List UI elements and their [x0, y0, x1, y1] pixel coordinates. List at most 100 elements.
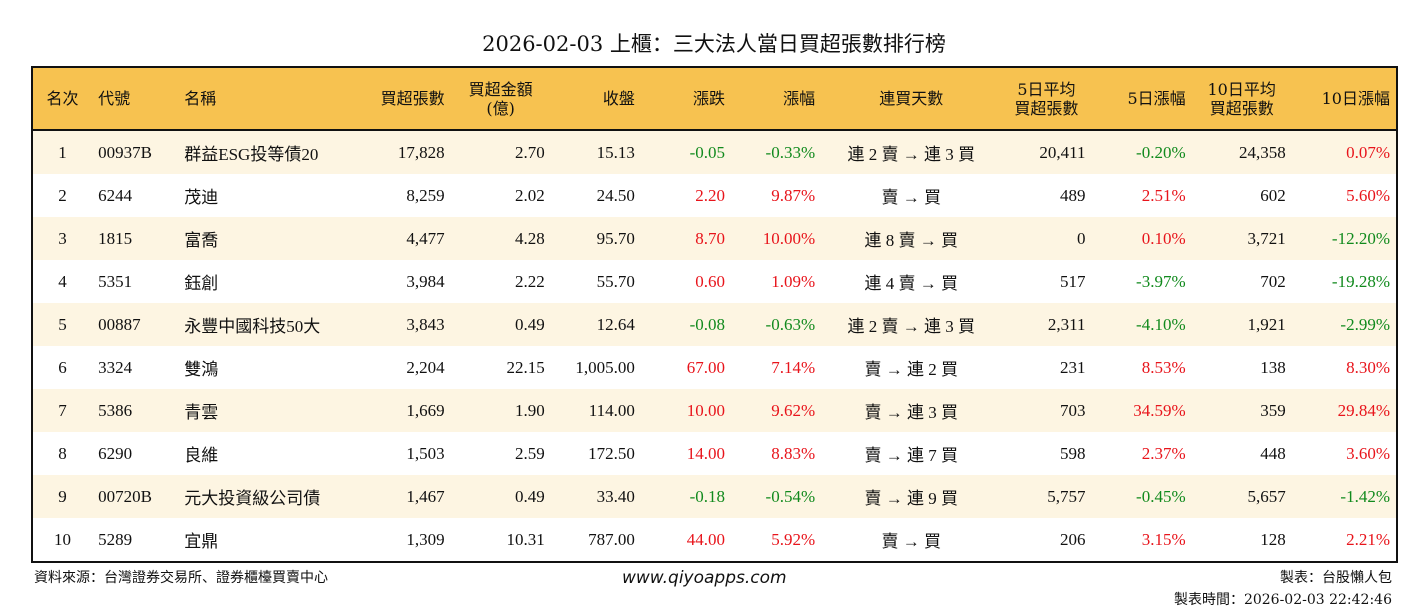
cell-pct5: 8.53%: [1141, 357, 1186, 377]
cell-name: 群益ESG投等債20: [178, 130, 361, 174]
cell-consecutive-days: 賣 → 買: [881, 532, 941, 551]
cell-close: 55.70: [596, 271, 635, 291]
header-code: 代號: [92, 67, 179, 131]
cell-consecutive-days: 連 2 賣 → 連 3 買: [821, 130, 1002, 174]
cell-change-pct: 9.87%: [771, 185, 816, 205]
table-row: 3 1815 富喬 4,477 4.28 95.70 8.70 10.00% 連 8 賣 → 買…: [32, 217, 1397, 260]
cell-rank: 7: [32, 389, 93, 432]
cell-change-pct: 9.62%: [730, 389, 822, 432]
cell-close: 12.64: [550, 303, 641, 346]
cell-avg10-net-buy: 128: [1260, 529, 1286, 549]
cell-change-pct: 7.14%: [771, 357, 816, 377]
data-source: 資料來源：台灣證券交易所、證券櫃檯買賣中心: [34, 570, 328, 586]
cell-avg5-net-buy: 489: [1059, 185, 1086, 205]
cell-avg10-net-buy: 359: [1191, 389, 1292, 432]
cell-avg5-net-buy: 5,757: [1001, 475, 1092, 518]
cell-pct10: 2.21%: [1346, 529, 1390, 549]
cell-net-buy-amount: 2.02: [514, 185, 545, 205]
cell-code: 00720B: [92, 475, 179, 518]
cell-code: 5289: [98, 529, 133, 549]
cell-consecutive-days: 連 2 賣 → 連 3 買: [821, 303, 1002, 346]
table-row: 5 00887 永豐中國科技50大 3,843 0.49 12.64 -0.08 -0.63%…: [32, 303, 1397, 346]
header-row: 名次 代號 名稱 買超張數 買超金額 (億) 收盤 漲跌 漲幅 連買天數 5日平均 買超張數 5日漲…: [32, 67, 1397, 131]
header-net-buy-amount: 買超金額 (億): [450, 67, 551, 131]
cell-change: 0.60: [695, 271, 725, 291]
cell-avg10-net-buy: 1,921: [1191, 303, 1292, 346]
cell-rank: 3: [32, 217, 93, 260]
cell-rank: 8: [58, 443, 67, 463]
cell-net-buy-lots: 1,309: [406, 529, 445, 549]
cell-consecutive-days: 連 8 賣 → 買: [821, 217, 1002, 260]
cell-rank: 6: [58, 357, 67, 377]
cell-name: 青雲: [178, 389, 361, 432]
cell-rank: 5: [32, 303, 93, 346]
cell-change-pct: 5.92%: [771, 529, 816, 549]
cell-avg5-net-buy: 703: [1001, 389, 1092, 432]
cell-pct5: 3.15%: [1141, 529, 1186, 549]
cell-avg5-net-buy: 20,411: [1001, 130, 1092, 174]
cell-code: 6244: [98, 185, 133, 205]
cell-change-pct: 1.09%: [771, 271, 816, 291]
header-name: 名稱: [178, 67, 361, 131]
generated-time: 製表時間：2026-02-03 22:42:46: [1173, 592, 1392, 608]
table-row: 9 00720B 元大投資級公司債 1,467 0.49 33.40 -0.18 -0.54%…: [32, 475, 1397, 518]
table-row: 8 6290 良維 1,503 2.59 172.50 14.00 8.83% 賣 → 連 7 …: [32, 432, 1397, 475]
cell-net-buy-amount: 1.90: [450, 389, 551, 432]
cell-rank: 1: [32, 130, 93, 174]
cell-net-buy-amount: 4.28: [450, 217, 551, 260]
cell-net-buy-lots: 17,828: [360, 130, 451, 174]
header-net-buy-lots: 買超張數: [360, 67, 451, 131]
table-row: 2 6244 茂迪 8,259 2.02 24.50 2.20 9.87% 賣 → 買 489 2.…: [32, 174, 1397, 217]
cell-close: 33.40: [550, 475, 641, 518]
cell-rank: 10: [54, 529, 72, 549]
cell-pct10: 29.84%: [1291, 389, 1397, 432]
cell-pct10: -12.20%: [1291, 217, 1397, 260]
cell-change: -0.05: [640, 130, 731, 174]
cell-consecutive-days: 賣 → 連 2 買: [864, 360, 958, 379]
cell-pct5: 34.59%: [1091, 389, 1192, 432]
cell-code: 1815: [92, 217, 179, 260]
cell-net-buy-amount: 0.49: [450, 303, 551, 346]
cell-pct5: -0.45%: [1091, 475, 1192, 518]
cell-change: 8.70: [640, 217, 731, 260]
table-row: 10 5289 宜鼎 1,309 10.31 787.00 44.00 5.92% 賣 → 買 2…: [32, 518, 1397, 562]
cell-avg10-net-buy: 602: [1260, 185, 1286, 205]
table-row: 4 5351 鈺創 3,984 2.22 55.70 0.60 1.09% 連 4 賣 → 買 5…: [32, 260, 1397, 303]
table-row: 6 3324 雙鴻 2,204 22.15 1,005.00 67.00 7.14% 賣 → 連…: [32, 346, 1397, 389]
cell-rank: 9: [32, 475, 93, 518]
cell-pct10: 5.60%: [1346, 185, 1390, 205]
cell-avg10-net-buy: 448: [1260, 443, 1286, 463]
cell-code: 5351: [98, 271, 133, 291]
website-link[interactable]: www.qiyoapps.com: [622, 568, 787, 588]
cell-net-buy-lots: 4,477: [360, 217, 451, 260]
cell-change-pct: -0.63%: [730, 303, 822, 346]
header-change: 漲跌: [640, 67, 731, 131]
cell-change: 44.00: [686, 529, 725, 549]
cell-name: 富喬: [178, 217, 361, 260]
cell-consecutive-days: 賣 → 買: [881, 188, 941, 207]
cell-change-pct: 8.83%: [771, 443, 816, 463]
cell-name: 永豐中國科技50大: [178, 303, 361, 346]
cell-rank: 4: [58, 271, 67, 291]
cell-avg10-net-buy: 3,721: [1191, 217, 1292, 260]
cell-name: 良維: [184, 446, 219, 465]
cell-pct10: -2.99%: [1291, 303, 1397, 346]
cell-name: 雙鴻: [184, 360, 219, 379]
cell-close: 1,005.00: [575, 357, 635, 377]
cell-consecutive-days: 賣 → 連 3 買: [821, 389, 1002, 432]
cell-consecutive-days: 連 4 賣 → 買: [864, 274, 958, 293]
cell-pct5: -4.10%: [1091, 303, 1192, 346]
cell-name: 鈺創: [184, 274, 219, 293]
cell-net-buy-amount: 22.15: [506, 357, 545, 377]
cell-code: 00937B: [92, 130, 179, 174]
cell-change: 10.00: [640, 389, 731, 432]
cell-net-buy-lots: 3,984: [406, 271, 445, 291]
cell-change: 14.00: [686, 443, 725, 463]
cell-rank: 2: [58, 185, 67, 205]
table-row: 1 00937B 群益ESG投等債20 17,828 2.70 15.13 -0.05 -0.…: [32, 130, 1397, 174]
cell-close: 172.50: [588, 443, 635, 463]
cell-pct5: 0.10%: [1091, 217, 1192, 260]
cell-avg5-net-buy: 231: [1059, 357, 1086, 377]
cell-change: -0.08: [640, 303, 731, 346]
cell-avg10-net-buy: 24,358: [1191, 130, 1292, 174]
